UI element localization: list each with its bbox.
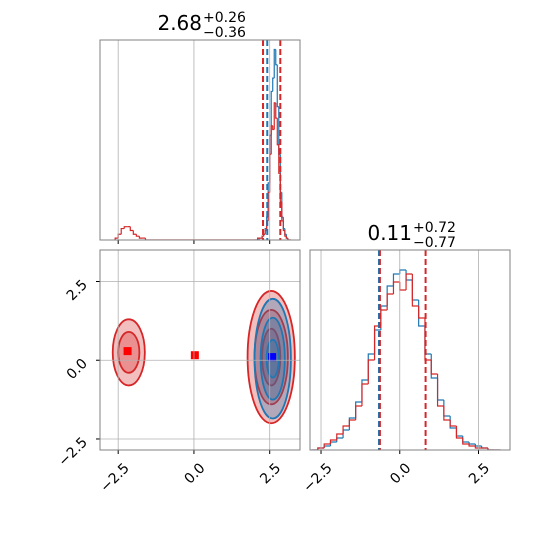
histogram-step: [285, 236, 288, 239]
histogram-step: [411, 280, 419, 301]
histogram-step: [462, 436, 470, 443]
histogram-step: [120, 227, 125, 235]
y-tick-label: −2.5: [55, 434, 90, 469]
histogram-step: [443, 400, 451, 417]
histogram-step: [487, 448, 495, 450]
histogram-step: [430, 360, 438, 375]
axes-frame: [309, 249, 511, 451]
histogram-step: [436, 374, 444, 407]
y-tick-label: 2.5: [64, 277, 91, 304]
histogram-step: [272, 77, 275, 92]
histogram-step: [474, 446, 482, 449]
histogram-step: [468, 442, 476, 445]
histogram-step: [323, 445, 331, 448]
histogram-step: [329, 441, 337, 446]
histogram-step: [443, 406, 451, 421]
histogram-step: [355, 405, 362, 420]
histogram-step: [355, 401, 362, 418]
histogram-step: [380, 309, 388, 326]
histogram-step: [418, 300, 425, 327]
histogram-step: [275, 49, 278, 66]
histogram-step: [418, 306, 425, 319]
marker: [190, 351, 199, 360]
title-main: 0.11: [367, 221, 412, 245]
plot-area: [111, 290, 296, 425]
title-upper: +0.26: [203, 10, 246, 26]
histogram-step: [462, 438, 470, 445]
title-main: 2.68: [157, 11, 202, 35]
title-lower: −0.36: [203, 25, 246, 41]
histogram-step: [455, 426, 463, 439]
histogram-step: [114, 237, 119, 240]
histogram-step: [138, 236, 143, 239]
histogram-step: [117, 233, 122, 239]
histogram-step: [261, 235, 264, 239]
histogram-step: [449, 420, 457, 427]
histogram-step: [276, 64, 279, 108]
x-tick-label: −2.5: [300, 460, 335, 495]
histogram-step: [367, 353, 375, 380]
histogram-step: [329, 439, 337, 444]
histogram-step: [361, 379, 369, 402]
axes-frame: [99, 39, 301, 241]
x-tick-label: 2.5: [257, 460, 284, 487]
histogram-step: [342, 429, 350, 438]
x-tick-label: 2.5: [466, 460, 493, 487]
histogram-step: [386, 285, 394, 306]
histogram-step: [399, 269, 407, 274]
histogram-step: [367, 359, 375, 384]
histogram-step: [399, 282, 407, 291]
histogram-step: [317, 447, 325, 450]
histogram-step: [411, 274, 419, 307]
plot-area: [311, 250, 501, 450]
histogram-step: [405, 270, 413, 281]
x-tick-label: 0.0: [387, 460, 414, 487]
histogram-step: [392, 281, 400, 294]
histogram-step: [132, 230, 137, 235]
histogram-step: [123, 226, 128, 229]
histogram-step: [256, 237, 260, 240]
histogram-step: [392, 273, 400, 286]
histogram-step: [348, 419, 356, 426]
histogram-step: [336, 433, 344, 440]
histogram-step: [287, 238, 290, 240]
marker: [123, 347, 132, 356]
histogram-step: [129, 226, 134, 232]
title-lower: −0.77: [413, 235, 456, 251]
histogram-step: [405, 273, 413, 290]
x-tick-label: 0.0: [181, 460, 208, 487]
histogram-step: [336, 437, 344, 442]
histogram-step: [361, 383, 369, 406]
histogram-step: [468, 444, 476, 447]
histogram-step: [386, 293, 394, 310]
marker: [268, 353, 277, 362]
plot-area: [114, 40, 291, 240]
title-upper: +0.72: [413, 220, 456, 236]
x-tick-label: −2.5: [97, 460, 132, 495]
histogram-step: [323, 443, 331, 448]
histogram-step: [436, 378, 444, 401]
histogram-step: [135, 234, 140, 237]
histogram-step: [455, 428, 463, 437]
axes-frame: [99, 249, 301, 451]
histogram-step: [144, 238, 255, 240]
histogram-step: [342, 425, 350, 434]
y-tick-label: 0.0: [64, 356, 91, 383]
